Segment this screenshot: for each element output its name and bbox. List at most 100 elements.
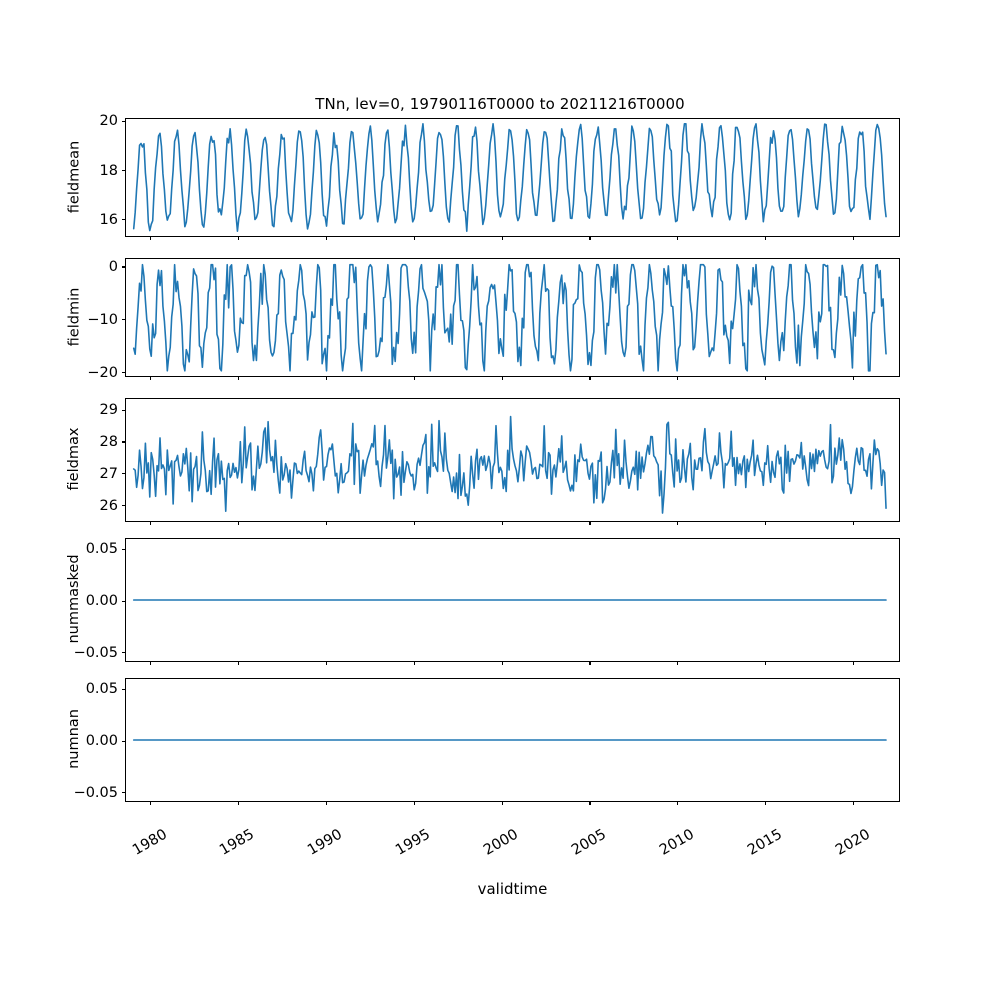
x-tick-mark xyxy=(677,236,679,240)
x-tick-mark xyxy=(501,521,503,525)
x-tick-label: 2000 xyxy=(481,826,522,859)
y-tick-mark xyxy=(122,505,126,507)
y-tick-label: −0.05 xyxy=(73,784,118,801)
y-tick-mark xyxy=(122,548,126,550)
plot-area-nummasked xyxy=(132,599,887,601)
x-tick-mark xyxy=(150,661,152,665)
y-tick-mark xyxy=(122,740,126,742)
y-tick-mark xyxy=(122,319,126,321)
x-tick-label: 1985 xyxy=(217,826,258,859)
y-tick-mark xyxy=(122,219,126,221)
x-tick-mark xyxy=(589,661,591,665)
x-tick-mark xyxy=(325,236,327,240)
x-tick-mark xyxy=(413,236,415,240)
x-tick-mark xyxy=(589,521,591,525)
x-tick-mark xyxy=(325,376,327,380)
x-tick-mark xyxy=(413,661,415,665)
x-tick-label: 1990 xyxy=(305,826,346,859)
x-tick-label: 2015 xyxy=(744,826,785,859)
y-tick-mark xyxy=(122,688,126,690)
x-tick-mark xyxy=(677,376,679,380)
x-tick-mark xyxy=(501,661,503,665)
y-axis-label-numnan: numnan xyxy=(66,709,82,769)
y-tick-label: 0.05 xyxy=(85,681,118,698)
data-line-fieldmax xyxy=(132,415,887,514)
y-tick-mark xyxy=(122,409,126,411)
y-tick-mark xyxy=(122,372,126,374)
x-tick-mark xyxy=(589,376,591,380)
subplot-fieldmax: fieldmax26272829198019851990199520002005… xyxy=(66,398,900,579)
data-line-fieldmean xyxy=(132,123,887,232)
x-tick-mark xyxy=(237,236,240,240)
x-tick-label: 2020 xyxy=(832,826,873,859)
plot-area-numnan xyxy=(132,739,887,741)
x-tick-mark xyxy=(501,236,503,240)
y-tick-mark xyxy=(122,792,126,794)
y-axis-label-fieldmax: fieldmax xyxy=(66,427,82,491)
x-tick-mark xyxy=(677,801,679,805)
x-tick-mark xyxy=(413,376,415,380)
x-tick-mark xyxy=(853,236,855,240)
x-tick-mark xyxy=(677,521,679,525)
y-tick-label: 16 xyxy=(99,211,118,228)
x-tick-mark xyxy=(853,661,855,665)
x-tick-mark xyxy=(853,376,855,380)
y-tick-label: 0.05 xyxy=(85,541,118,558)
x-tick-mark xyxy=(325,801,327,805)
y-tick-label: −10 xyxy=(87,311,118,328)
data-line-fieldmin xyxy=(132,263,887,372)
y-tick-label: 26 xyxy=(99,497,118,514)
y-tick-label: −20 xyxy=(87,364,118,381)
plot-area-fieldmin xyxy=(132,263,887,372)
y-axis-label-fieldmean: fieldmean xyxy=(66,140,82,213)
x-tick-mark xyxy=(150,236,152,240)
x-tick-mark xyxy=(589,801,591,805)
x-tick-mark xyxy=(413,521,415,525)
x-tick-mark xyxy=(677,661,679,665)
y-tick-mark xyxy=(122,120,126,123)
y-tick-mark xyxy=(122,266,126,268)
y-tick-label: 28 xyxy=(99,433,118,450)
x-tick-mark xyxy=(765,376,767,380)
y-tick-label: 29 xyxy=(99,402,118,419)
x-tick-mark xyxy=(237,376,240,380)
x-tick-mark xyxy=(413,801,415,805)
x-tick-label: 1995 xyxy=(393,826,434,859)
y-axis-label-fieldmin: fieldmin xyxy=(66,287,82,346)
subplot-numnan: numnan 0.05 0.00 −0.05 1980 1985 1990 1995 2000 2… xyxy=(66,678,900,859)
x-tick-mark xyxy=(325,521,327,525)
subplot-nummasked: nummasked0.050.00−0.05198019851990199520… xyxy=(66,538,900,719)
x-tick-mark xyxy=(765,521,767,525)
x-tick-mark xyxy=(237,801,240,805)
x-tick-mark xyxy=(501,376,503,380)
y-tick-mark xyxy=(122,652,126,654)
y-tick-mark xyxy=(122,170,126,172)
x-tick-label: 1980 xyxy=(129,826,170,859)
x-axis-label: validtime xyxy=(477,880,548,898)
x-tick-mark xyxy=(853,521,855,525)
x-tick-mark xyxy=(237,521,240,525)
x-tick-mark xyxy=(589,236,591,240)
y-tick-label: −0.05 xyxy=(73,644,118,661)
x-tick-label: 2005 xyxy=(568,826,609,859)
x-tick-mark xyxy=(150,521,152,525)
y-tick-mark xyxy=(122,473,126,475)
x-tick-mark xyxy=(150,801,152,805)
y-tick-label: 0.00 xyxy=(85,593,118,609)
y-tick-mark xyxy=(122,600,126,602)
y-tick-label: 18 xyxy=(99,162,118,179)
x-tick-mark xyxy=(237,661,240,665)
y-tick-label: 20 xyxy=(99,113,118,130)
y-tick-label: 0.00 xyxy=(85,733,118,749)
y-tick-mark xyxy=(122,441,126,443)
subplot-fieldmin: fieldmin0−10−201980198519901995200020052… xyxy=(66,258,900,434)
y-tick-label: 27 xyxy=(99,465,118,482)
x-tick-mark xyxy=(150,376,152,380)
y-tick-label: 0 xyxy=(108,258,118,275)
x-tick-mark xyxy=(765,236,767,240)
x-tick-mark xyxy=(765,661,767,665)
plot-area-fieldmax xyxy=(132,415,887,514)
x-tick-mark xyxy=(501,801,503,805)
x-tick-mark xyxy=(325,661,327,665)
